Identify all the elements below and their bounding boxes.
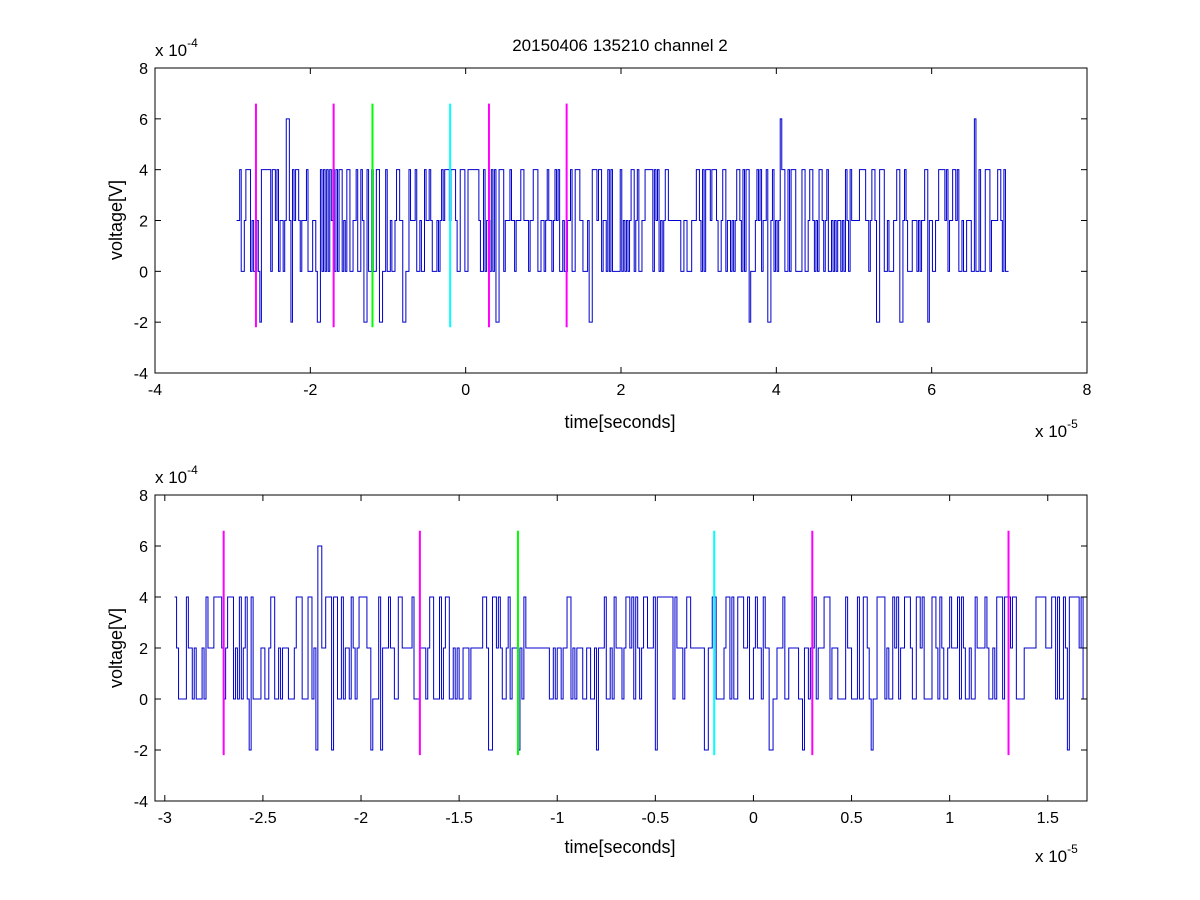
bottom-y-tick-label: 2 [139,641,148,658]
bottom-axis-ticks: -3 -2.5 -2 -1.5 -1 -0.5 0 0.5 1 1.5 -4 -2 0 2 4 6 8 [134,488,1087,827]
top-x-exponent-label: x 10-5 [1035,417,1078,441]
top-voltage-trace [236,118,1009,323]
bottom-y-tick-label: 4 [139,590,148,607]
bottom-x-tick-label: 0 [749,810,758,827]
top-x-exponent-power: -5 [1067,417,1078,431]
bottom-y-exponent-label: x 10-4 [155,463,198,487]
bottom-y-axis-label: voltage[V] [106,608,126,688]
bottom-x-tick-label: -3 [158,810,172,827]
top-x-tick-label: 4 [772,382,781,399]
bottom-voltage-trace [174,545,1088,751]
top-y-tick-label: 4 [139,163,148,180]
top-y-tick-label: -4 [134,366,148,383]
top-y-tick-label: 0 [139,264,148,281]
bottom-x-tick-label: -2.5 [249,810,277,827]
bottom-x-tick-label: 1.5 [1037,810,1059,827]
top-y-exponent-base: x 10 [155,41,187,60]
bottom-y-exponent-base: x 10 [155,468,187,487]
bottom-x-tick-label: -2 [354,810,368,827]
bottom-y-tick-label: 0 [139,692,148,709]
bottom-x-axis-label: time[seconds] [564,837,675,857]
top-x-tick-label: -2 [303,382,317,399]
top-y-tick-label: 6 [139,112,148,129]
top-y-tick-label: 2 [139,214,148,231]
top-y-tick-label: 8 [139,61,148,78]
bottom-x-exponent-base: x 10 [1035,847,1067,866]
bottom-y-tick-label: -4 [134,794,148,811]
top-subplot: 20150406 135210 channel 2 -4 -2 0 2 4 6 8 -4 -2 0… [106,36,1092,441]
bottom-plot-marks [174,530,1088,756]
bottom-axes-box [154,494,1088,802]
top-y-exponent-power: -4 [187,36,198,50]
top-x-tick-label: 8 [1083,382,1092,399]
bottom-x-exponent-power: -5 [1067,842,1078,856]
bottom-subplot: -3 -2.5 -2 -1.5 -1 -0.5 0 0.5 1 1.5 -4 -2 0 2 4 6 8 time… [106,463,1088,866]
bottom-y-tick-label: -2 [134,743,148,760]
bottom-x-tick-label: -1 [550,810,564,827]
top-x-tick-label: 2 [617,382,626,399]
top-x-tick-label: 0 [461,382,470,399]
top-y-tick-label: -2 [134,315,148,332]
top-x-tick-label: 6 [927,382,936,399]
top-x-exponent-base: x 10 [1035,422,1067,441]
bottom-y-tick-label: 6 [139,539,148,556]
top-x-axis-label: time[seconds] [564,412,675,432]
top-plot-marks [236,103,1009,328]
bottom-x-tick-label: -0.5 [642,810,670,827]
top-x-tick-label: -4 [148,382,162,399]
bottom-y-tick-label: 8 [139,488,148,505]
chart-title: 20150406 135210 channel 2 [512,36,728,55]
bottom-x-exponent-label: x 10-5 [1035,842,1078,866]
top-y-exponent-label: x 10-4 [155,36,198,60]
bottom-x-tick-label: -1.5 [445,810,473,827]
top-y-axis-label: voltage[V] [106,180,126,260]
bottom-x-tick-label: 0.5 [840,810,862,827]
top-axis-ticks: -4 -2 0 2 4 6 8 -4 -2 0 2 4 6 8 [134,61,1092,399]
top-axes-box [154,67,1088,374]
bottom-y-exponent-power: -4 [187,463,198,477]
bottom-x-tick-label: 1 [945,810,954,827]
